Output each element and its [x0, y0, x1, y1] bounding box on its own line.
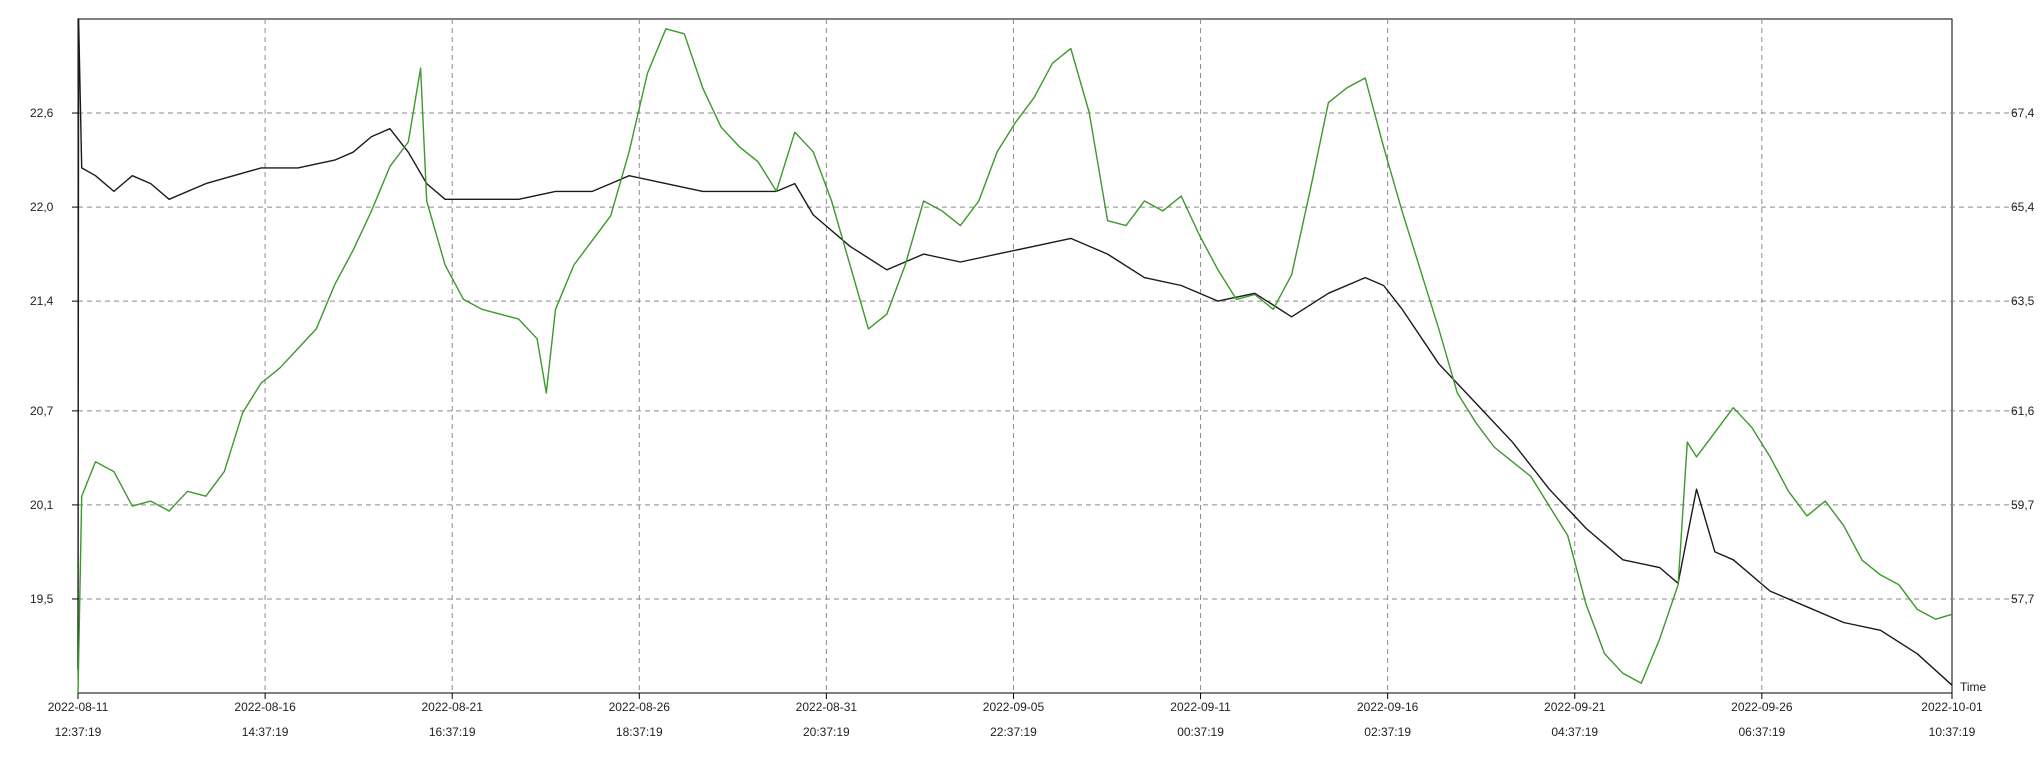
x-tick-date: 2022-10-01: [1921, 700, 1983, 714]
y-left-tick-label: 19,5: [30, 592, 54, 606]
y-left-tick-label: 20,1: [30, 498, 54, 512]
y-right-tick-label: 61,6: [2011, 404, 2035, 418]
x-tick-date: 2022-08-16: [234, 700, 296, 714]
y-right-tick-label: 57,7: [2011, 592, 2035, 606]
x-tick-time: 16:37:19: [429, 725, 476, 739]
y-left-tick-label: 22,6: [30, 106, 54, 120]
x-axis-label: Time: [1960, 680, 1987, 694]
series-layer: [77, 18, 1953, 694]
y-right-tick-label: 67,4: [2011, 106, 2035, 120]
x-tick-date: 2022-08-26: [609, 700, 671, 714]
y-right-tick-label: 63,5: [2011, 294, 2035, 308]
x-tick-time: 04:37:19: [1551, 725, 1598, 739]
x-tick-time: 10:37:19: [1929, 725, 1976, 739]
x-tick-time: 02:37:19: [1364, 725, 1411, 739]
plot-area: [77, 18, 1953, 694]
x-tick-date: 2022-08-31: [796, 700, 858, 714]
x-tick-date: 2022-09-05: [983, 700, 1045, 714]
y-left-tick-label: 20,7: [30, 404, 54, 418]
x-tick-date: 2022-09-21: [1544, 700, 1606, 714]
tick-marks: [72, 112, 1953, 699]
x-tick-time: 00:37:19: [1177, 725, 1224, 739]
y-right-tick-label: 65,4: [2011, 200, 2035, 214]
y-left-tick-label: 22,0: [30, 200, 54, 214]
x-tick-time: 14:37:19: [242, 725, 289, 739]
x-tick-date: 2022-09-11: [1170, 700, 1231, 714]
x-tick-time: 06:37:19: [1738, 725, 1785, 739]
x-tick-time: 20:37:19: [803, 725, 850, 739]
tick-labels: 2022-08-11 12:37:19 2022-08-16 14:37:19 2022…: [30, 106, 2035, 739]
y-left-tick-label: 21,4: [30, 294, 54, 308]
x-tick-date: 2022-08-11: [48, 700, 109, 714]
x-tick-time: 18:37:19: [616, 725, 663, 739]
x-tick-time: 22:37:19: [990, 725, 1037, 739]
x-tick-date: 2022-08-21: [421, 700, 483, 714]
x-tick-date: 2022-09-26: [1731, 700, 1793, 714]
series-line-black: [77, 18, 1953, 686]
y-right-tick-label: 59,7: [2011, 498, 2035, 512]
x-tick-time: 12:37:19: [55, 725, 102, 739]
x-tick-date: 2022-09-16: [1357, 700, 1419, 714]
series-line-green: [77, 28, 1953, 694]
